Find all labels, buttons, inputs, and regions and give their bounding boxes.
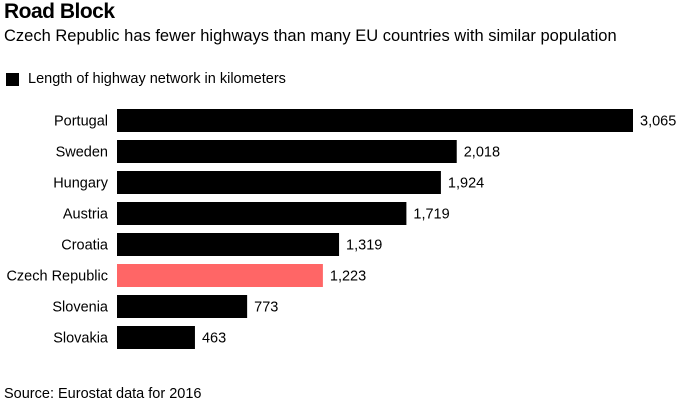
bar-slovakia [117,326,195,349]
bar-slovenia [117,295,248,318]
category-label-slovakia: Slovakia [53,331,109,347]
value-label-slovenia: 773 [254,300,278,316]
category-label-sweden: Sweden [56,145,108,161]
value-label-slovakia: 463 [202,331,226,347]
value-label-croatia: 1,319 [346,238,382,254]
category-label-slovenia: Slovenia [52,300,109,316]
legend-swatch [6,72,19,86]
value-label-czech-republic: 1,223 [330,269,366,285]
value-label-portugal: 3,065 [640,114,676,130]
category-label-czech-republic: Czech Republic [6,269,108,285]
bar-austria [117,202,407,225]
bar-sweden [117,140,457,163]
bar-portugal [117,109,633,132]
legend: Length of highway network in kilometers [6,71,286,87]
value-label-hungary: 1,924 [448,176,484,192]
chart-subtitle: Czech Republic has fewer highways than m… [4,27,617,45]
bar-croatia [117,233,340,256]
source-note: Source: Eurostat data for 2016 [4,386,202,402]
bar-czech-republic [117,264,323,287]
legend-label: Length of highway network in kilometers [28,71,286,87]
category-label-croatia: Croatia [61,238,109,254]
category-label-austria: Austria [63,207,109,223]
chart-title: Road Block [4,0,115,23]
category-label-hungary: Hungary [53,176,109,192]
value-label-sweden: 2,018 [464,145,500,161]
category-label-portugal: Portugal [54,114,108,130]
bar-hungary [117,171,441,194]
value-label-austria: 1,719 [413,207,449,223]
